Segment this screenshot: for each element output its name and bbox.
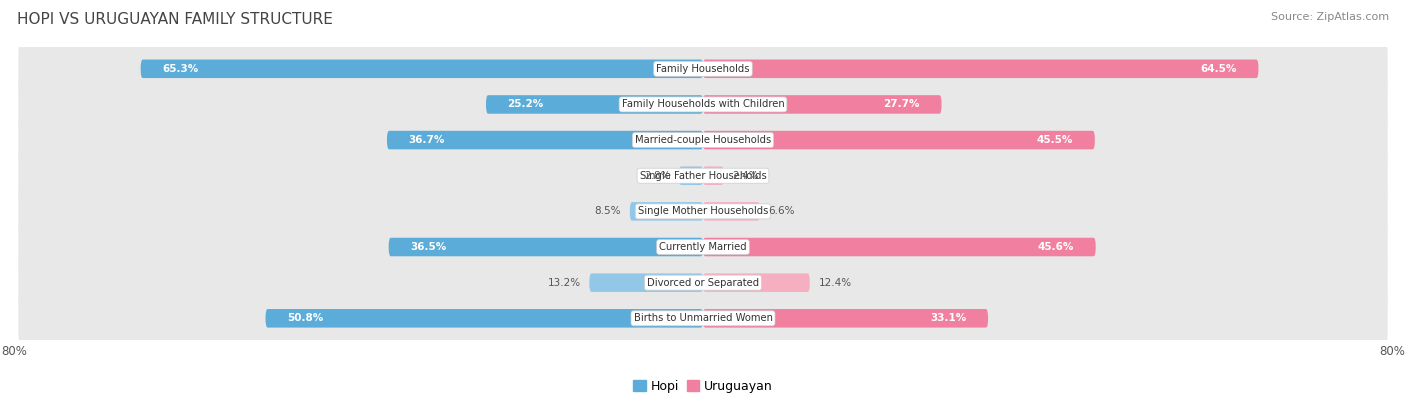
Text: 50.8%: 50.8% [287,313,323,324]
FancyBboxPatch shape [703,273,810,292]
FancyBboxPatch shape [18,37,1388,100]
FancyBboxPatch shape [141,60,703,78]
Text: Births to Unmarried Women: Births to Unmarried Women [634,313,772,324]
FancyBboxPatch shape [18,287,1388,350]
Text: Source: ZipAtlas.com: Source: ZipAtlas.com [1271,12,1389,22]
Text: Family Households: Family Households [657,64,749,74]
Text: Currently Married: Currently Married [659,242,747,252]
FancyBboxPatch shape [630,202,703,221]
Text: 12.4%: 12.4% [818,278,852,288]
Text: 36.5%: 36.5% [411,242,447,252]
FancyBboxPatch shape [679,166,703,185]
FancyBboxPatch shape [18,215,1388,279]
Text: 6.6%: 6.6% [769,206,794,216]
FancyBboxPatch shape [703,60,1258,78]
FancyBboxPatch shape [18,144,1388,207]
Text: 8.5%: 8.5% [595,206,621,216]
FancyBboxPatch shape [703,238,1095,256]
Text: 36.7%: 36.7% [409,135,444,145]
FancyBboxPatch shape [703,202,759,221]
Text: Single Father Households: Single Father Households [640,171,766,181]
FancyBboxPatch shape [18,73,1388,136]
FancyBboxPatch shape [18,251,1388,314]
Text: 27.7%: 27.7% [883,100,920,109]
Text: 65.3%: 65.3% [162,64,198,74]
FancyBboxPatch shape [703,309,988,327]
Text: 45.6%: 45.6% [1038,242,1074,252]
Text: 33.1%: 33.1% [931,313,966,324]
Text: 2.8%: 2.8% [644,171,671,181]
Text: 13.2%: 13.2% [547,278,581,288]
FancyBboxPatch shape [703,95,942,114]
Text: 2.4%: 2.4% [733,171,759,181]
Text: Divorced or Separated: Divorced or Separated [647,278,759,288]
FancyBboxPatch shape [18,108,1388,172]
Text: 64.5%: 64.5% [1201,64,1237,74]
FancyBboxPatch shape [387,131,703,149]
FancyBboxPatch shape [703,166,724,185]
Legend: Hopi, Uruguayan: Hopi, Uruguayan [628,375,778,395]
Text: Family Households with Children: Family Households with Children [621,100,785,109]
Text: 45.5%: 45.5% [1038,135,1073,145]
Text: Married-couple Households: Married-couple Households [636,135,770,145]
FancyBboxPatch shape [486,95,703,114]
Text: Single Mother Households: Single Mother Households [638,206,768,216]
FancyBboxPatch shape [266,309,703,327]
FancyBboxPatch shape [388,238,703,256]
Text: 25.2%: 25.2% [508,100,544,109]
FancyBboxPatch shape [703,131,1095,149]
FancyBboxPatch shape [589,273,703,292]
Text: HOPI VS URUGUAYAN FAMILY STRUCTURE: HOPI VS URUGUAYAN FAMILY STRUCTURE [17,12,333,27]
FancyBboxPatch shape [18,180,1388,243]
